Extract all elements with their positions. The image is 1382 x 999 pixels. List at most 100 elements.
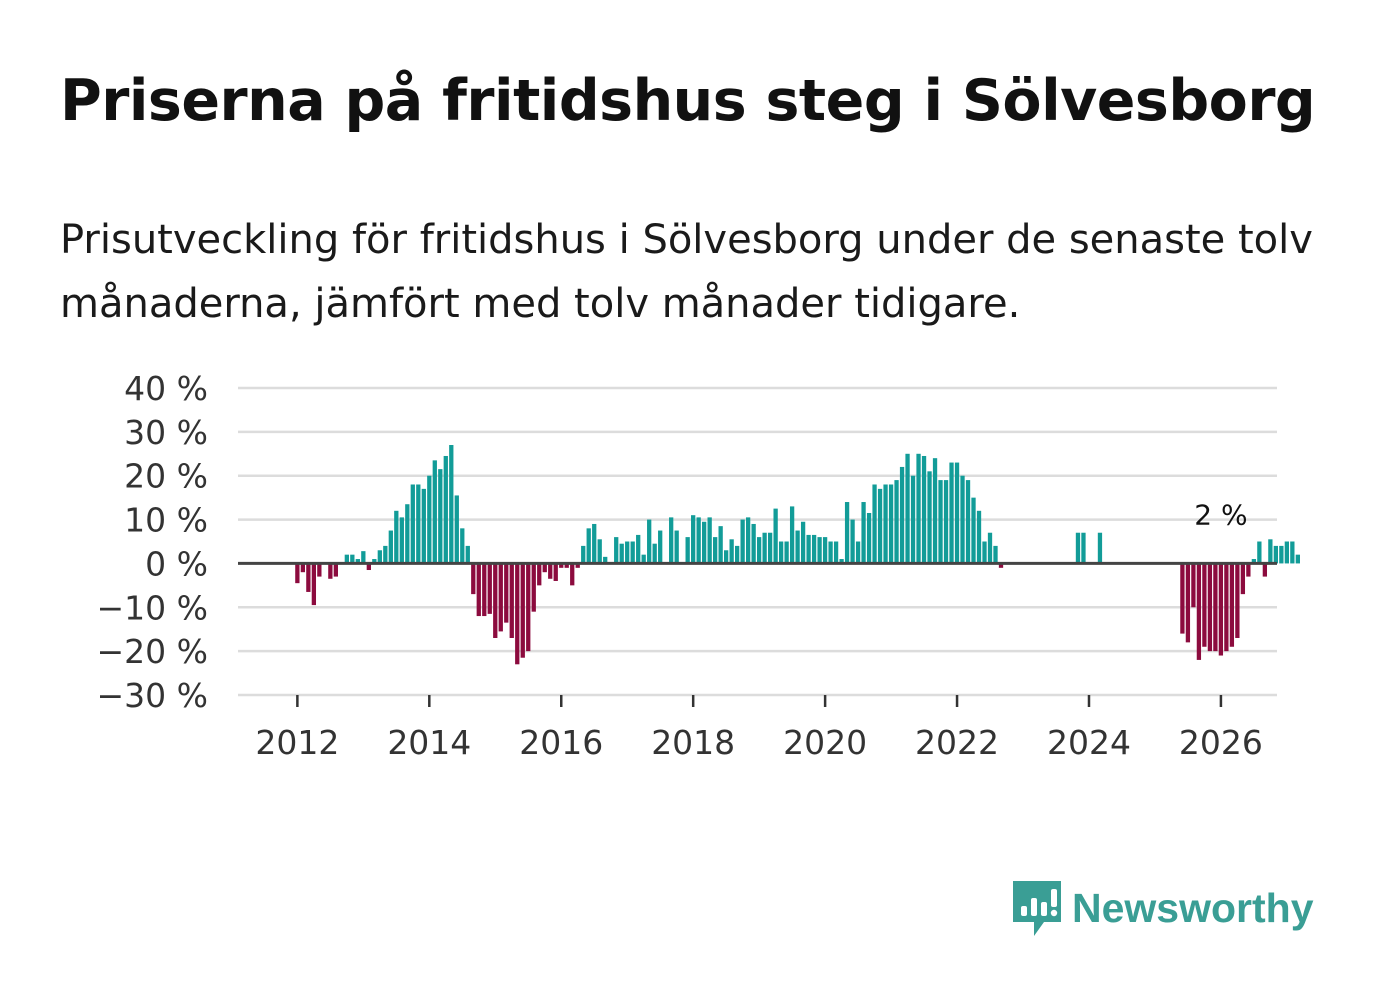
bar [454, 495, 459, 564]
bar [1081, 532, 1086, 564]
bar [509, 563, 514, 638]
bar [586, 528, 591, 564]
bar [559, 563, 564, 568]
bar [756, 537, 762, 564]
bar [883, 484, 888, 564]
bar [482, 563, 487, 617]
bar [603, 556, 608, 564]
y-tick-label: −10 % [97, 588, 209, 627]
bar [767, 532, 773, 564]
newsworthy-logo[interactable]: Newsworthy [1010, 878, 1314, 938]
bar [740, 519, 745, 564]
bar [1191, 563, 1196, 608]
bar [916, 453, 921, 564]
bar [1262, 563, 1268, 577]
tick-labels: 40 % 30 % 20 % 10 % 0 % −10 % −20 % −30 % 2012 20… [97, 369, 1263, 762]
bar [1251, 559, 1257, 564]
bar [498, 563, 503, 632]
bar [669, 517, 674, 564]
bar [894, 480, 899, 564]
bar [982, 541, 987, 564]
bar [427, 475, 432, 564]
newsworthy-logo-icon [1013, 881, 1061, 936]
bar [471, 563, 476, 595]
bar [1246, 563, 1251, 577]
brand-name: Newsworthy [1072, 884, 1314, 931]
axes [238, 561, 1277, 707]
bar [998, 563, 1004, 568]
bar [1185, 563, 1191, 643]
bar [504, 563, 509, 623]
y-tick-label: 40 % [124, 369, 208, 408]
bar [696, 517, 701, 564]
grid-lines [238, 386, 1277, 697]
chart-subtitle: Prisutveckling för fritidshus i Sölvesbo… [60, 217, 1313, 327]
bar [652, 543, 657, 564]
bar [493, 563, 498, 638]
bar [938, 480, 943, 564]
bar [399, 517, 404, 564]
bar [1279, 545, 1284, 564]
bar [811, 534, 817, 564]
bar [344, 554, 349, 564]
bar [542, 563, 547, 573]
bar [432, 460, 437, 564]
bar [647, 519, 652, 564]
bar [784, 541, 789, 564]
bar [844, 502, 850, 564]
bar [877, 488, 883, 564]
bar [1290, 541, 1295, 564]
bar [372, 559, 377, 564]
bar [531, 563, 536, 612]
bar [927, 471, 932, 564]
bar [295, 563, 300, 584]
bar [1257, 541, 1262, 564]
bar [564, 563, 569, 568]
bar [636, 534, 641, 564]
chart-title: Priserna på fritidshus steg i Sölvesborg [60, 68, 1316, 134]
bar [416, 484, 421, 564]
bar [735, 545, 740, 564]
bar [795, 530, 800, 564]
bar [993, 545, 998, 564]
bar [553, 563, 558, 581]
bar [1268, 539, 1273, 564]
bar [921, 455, 927, 564]
bar [751, 523, 756, 564]
bar [487, 563, 492, 614]
bar [614, 537, 619, 564]
x-tick-label: 2020 [783, 723, 867, 762]
y-tick-label: 10 % [124, 501, 208, 540]
bar [641, 554, 646, 564]
bar [515, 563, 520, 665]
bar [960, 475, 965, 564]
bar [1207, 563, 1213, 652]
bar [724, 550, 729, 564]
bar [548, 563, 553, 579]
bar [861, 502, 866, 564]
bar [674, 530, 679, 564]
bar [965, 480, 971, 564]
bar [888, 484, 894, 564]
y-tick-label: −30 % [97, 676, 209, 715]
bar [729, 539, 734, 564]
bar [817, 537, 822, 564]
bar [949, 462, 954, 564]
bar [866, 512, 872, 564]
bar [685, 537, 690, 564]
bar [443, 455, 448, 564]
bar [350, 554, 355, 564]
bar [300, 563, 306, 573]
bar [410, 484, 415, 564]
bar [581, 545, 586, 564]
x-tick-label: 2016 [519, 723, 603, 762]
x-tick-label: 2026 [1179, 723, 1263, 762]
bar [1229, 563, 1235, 647]
bar [394, 510, 399, 564]
bar [976, 510, 982, 564]
bar [383, 545, 388, 564]
bar [954, 462, 960, 564]
bar [355, 559, 360, 564]
x-tick-label: 2012 [255, 723, 339, 762]
